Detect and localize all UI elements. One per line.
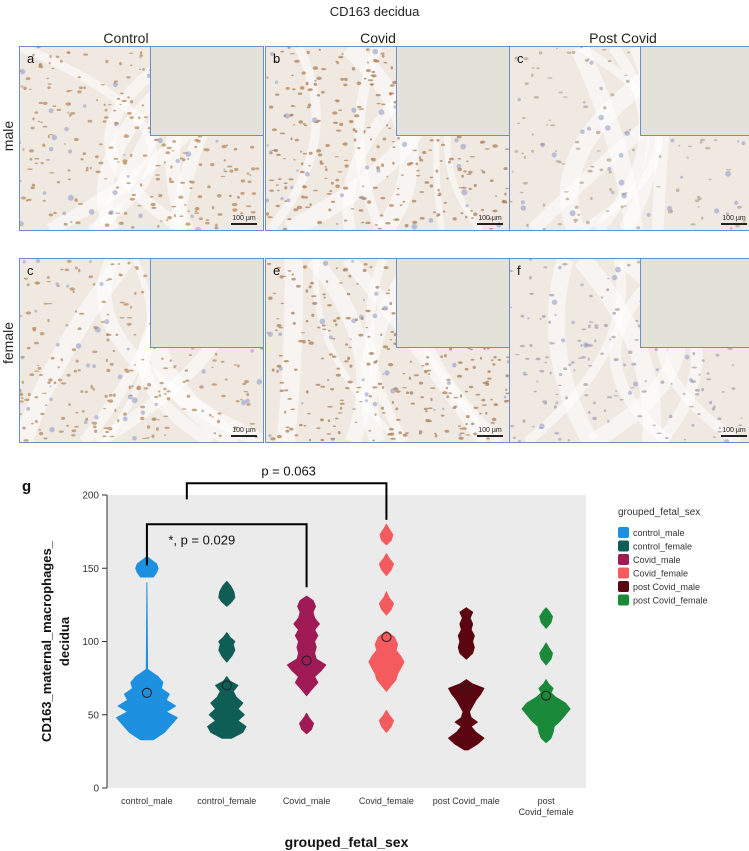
legend-swatch	[618, 567, 629, 579]
figure-title: CD163 decidua	[329, 4, 420, 19]
legend-entry: Covid_male	[633, 555, 681, 565]
panel-letter: a	[27, 51, 35, 66]
legend-swatch	[618, 527, 629, 538]
legend-entry: control_male	[633, 528, 685, 538]
micrograph-panel: b 100 µm	[265, 46, 510, 231]
significance-bracket	[145, 523, 308, 588]
significance-label: p = 0.063	[261, 463, 316, 478]
significance-label: *, p = 0.029	[168, 532, 235, 547]
y-axis-label: decidua	[57, 616, 72, 666]
legend-swatch	[618, 594, 629, 606]
micrograph-panel: e 100 µm	[265, 258, 510, 443]
mean-marker	[381, 632, 392, 643]
scale-bar: 100 µm	[477, 215, 503, 225]
scale-bar-label: 100 µm	[478, 215, 502, 222]
panel-letter: f	[517, 263, 521, 278]
row-header-male: male	[0, 120, 16, 152]
violin-chart: g 0 50 100 150 200 CD163_maternal_macrophages_…	[22, 463, 708, 850]
scale-bar: 100 µm	[721, 427, 747, 437]
micrograph-panel: f 100 µm	[509, 258, 749, 443]
y-tick-label: 100	[82, 637, 99, 648]
legend-entry: control_female	[633, 542, 692, 552]
micrograph-panel: c 100 µm	[19, 258, 264, 443]
y-tick-label: 200	[82, 491, 99, 502]
legend-entry: Covid_female	[633, 569, 688, 579]
row-header-female: female	[0, 321, 16, 365]
x-tick-label: Covid_male	[283, 796, 331, 806]
y-tick-label: 150	[82, 564, 99, 575]
micrograph-inset	[150, 259, 263, 348]
column-header-covid: Covid	[360, 30, 396, 46]
panel-letter: b	[273, 51, 281, 66]
x-tick-label: post	[538, 796, 556, 806]
panel-letter: e	[273, 263, 281, 278]
mean-marker	[541, 690, 552, 701]
column-header-post-covid: Post Covid	[589, 30, 657, 46]
y-axis-label: CD163_maternal_macrophages_	[39, 540, 54, 742]
violin-post-covid_male	[448, 607, 485, 751]
scale-bar: 100 µm	[231, 427, 257, 437]
scale-bar-label: 100 µm	[478, 427, 502, 434]
scale-bar-label: 100 µm	[232, 215, 256, 222]
micrograph-inset	[396, 47, 509, 136]
micrograph-inset	[150, 47, 263, 136]
mean-marker	[141, 687, 152, 698]
micrograph-inset	[640, 47, 749, 136]
x-tick-label: Covid_female	[359, 796, 414, 806]
panel-letter: c	[27, 263, 34, 278]
mean-marker	[301, 655, 312, 666]
micrograph-panel: c 100 µm	[509, 46, 749, 231]
plot-background	[107, 495, 586, 788]
violin-post-covid_female	[521, 607, 571, 744]
x-tick-label: control_male	[121, 796, 173, 806]
x-tick-label: post Covid_male	[433, 796, 500, 806]
scale-bar-label: 100 µm	[722, 215, 746, 222]
violin-control_female	[207, 580, 247, 739]
scale-bar: 100 µm	[231, 215, 257, 225]
mean-marker	[221, 680, 232, 691]
column-header-control: Control	[103, 30, 149, 46]
x-axis-label: grouped_fetal_sex	[285, 834, 409, 850]
legend-title: grouped_fetal_sex	[618, 507, 700, 518]
x-tick-label: control_female	[197, 796, 256, 806]
scale-bar: 100 µm	[721, 215, 747, 225]
micrograph-inset	[396, 259, 509, 348]
legend-entry: post Covid_male	[633, 582, 700, 592]
micrograph-panel: a 100 µm	[19, 46, 264, 231]
x-tick-label: Covid_female	[519, 807, 574, 817]
scale-bar-label: 100 µm	[722, 427, 746, 434]
chart-panel-label: g	[22, 478, 31, 495]
panel-letter: c	[517, 51, 524, 66]
legend-swatch	[618, 581, 629, 592]
scale-bar: 100 µm	[477, 427, 503, 437]
significance-bracket	[185, 482, 388, 520]
legend-swatch	[618, 554, 629, 565]
y-tick-label: 50	[88, 710, 100, 721]
legend-entry: post Covid_female	[633, 596, 708, 606]
scale-bar-label: 100 µm	[232, 427, 256, 434]
violin-covid_female	[368, 523, 405, 733]
micrograph-inset	[640, 259, 749, 348]
y-tick-label: 0	[93, 784, 99, 795]
violin-control_male	[116, 556, 178, 741]
mean-marker	[461, 683, 472, 694]
legend-swatch	[618, 540, 629, 552]
